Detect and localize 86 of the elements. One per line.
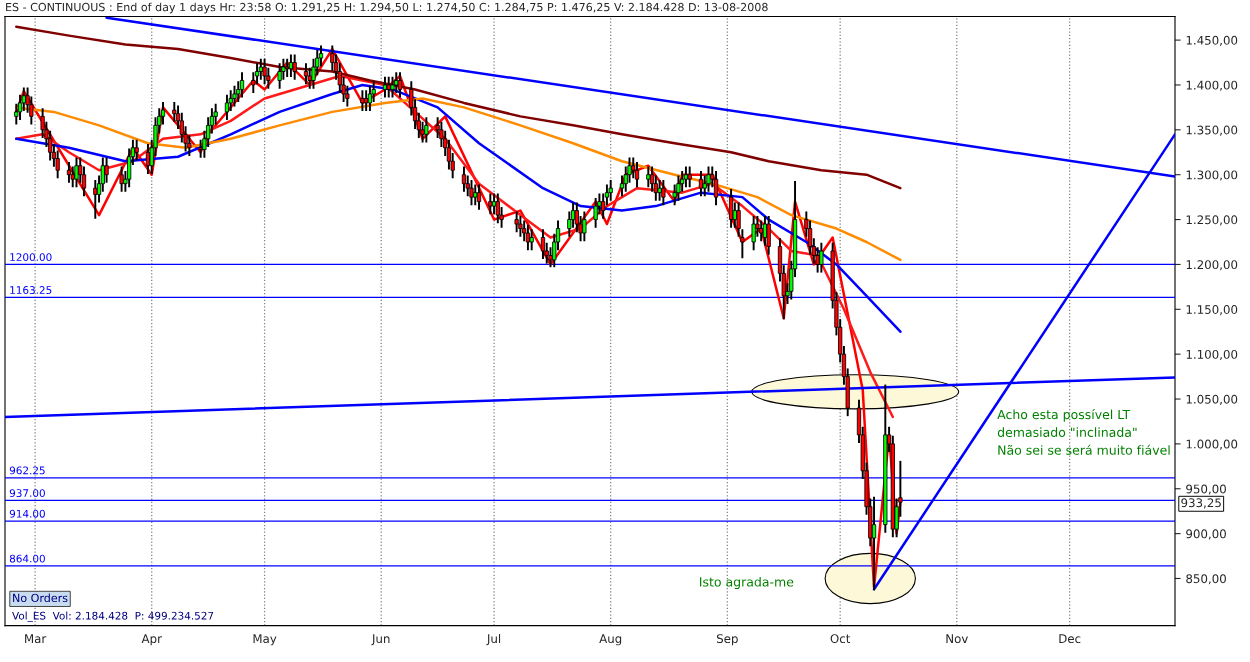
ref-line-label: 914.00 bbox=[9, 509, 45, 518]
candlestick bbox=[687, 166, 692, 188]
candlestick bbox=[285, 58, 290, 77]
candlestick bbox=[292, 54, 297, 80]
y-tick-label: 1.250,00 bbox=[1186, 215, 1238, 226]
ref-line-label: 864.00 bbox=[9, 554, 45, 563]
x-tick-label: Mar bbox=[25, 634, 47, 644]
candlestick bbox=[262, 58, 267, 85]
x-tick-label: Jul bbox=[486, 633, 501, 646]
candlestick bbox=[307, 67, 312, 89]
line-series bbox=[15, 25, 902, 190]
candlestick bbox=[134, 139, 139, 161]
x-tick-label: Sep bbox=[716, 634, 738, 646]
candlestick bbox=[518, 215, 523, 237]
y-tick-label: 1.300,00 bbox=[1186, 170, 1238, 181]
candlestick bbox=[367, 85, 373, 112]
candlestick bbox=[232, 85, 237, 107]
x-tick-label: Oct bbox=[830, 634, 851, 644]
x-tick-label: Nov bbox=[946, 634, 968, 644]
y-tick-label: 1.400,00 bbox=[1186, 80, 1238, 91]
candlestick bbox=[424, 117, 429, 143]
x-tick-label: May bbox=[253, 634, 277, 646]
y-tick-label: 1.450,00 bbox=[1186, 35, 1238, 46]
candlestick bbox=[608, 180, 613, 201]
candlestick bbox=[646, 166, 651, 188]
candlestick bbox=[258, 58, 263, 80]
candlestick bbox=[74, 157, 79, 188]
candlestick bbox=[239, 72, 245, 98]
candlestick bbox=[819, 242, 824, 273]
chart-title: ES - CONTINUOUS : End of day 1 days Hr: 23:58 O: 1.291,25 H: 1.294,50 L: 1.274,50 C: 1.284,75 P: 1.476,25 V: 2.184.428 D: 13-08-2008 bbox=[6, 2, 768, 14]
candlestick bbox=[303, 63, 309, 85]
ref-line-label: 1200.00 bbox=[10, 253, 52, 262]
candlestick bbox=[759, 220, 764, 242]
candlestick bbox=[476, 184, 482, 210]
candlestick bbox=[525, 224, 531, 251]
candlestick bbox=[514, 211, 519, 233]
candlestick bbox=[582, 211, 587, 242]
candlestick bbox=[119, 166, 124, 192]
candlestick bbox=[634, 162, 640, 188]
x-tick-label: Aug bbox=[599, 634, 622, 646]
candlestick bbox=[360, 90, 365, 112]
y-tick-label: 1.000,00 bbox=[1186, 439, 1238, 450]
x-tick-label: Jun bbox=[371, 634, 390, 646]
candlestick bbox=[397, 72, 403, 98]
annotation: Isto agrada-me bbox=[700, 576, 794, 590]
x-tick-label: Apr bbox=[141, 634, 162, 646]
annotation: Vol_ES Vol: 2.184.428 P: 499.234.527 bbox=[12, 611, 214, 622]
y-tick-label: 1.200,00 bbox=[1186, 260, 1238, 271]
candlestick bbox=[461, 166, 467, 192]
y-tick-label: 1.350,00 bbox=[1186, 125, 1238, 136]
candlestick bbox=[277, 63, 282, 89]
candlestick bbox=[495, 193, 500, 224]
y-tick-label: 1.050,00 bbox=[1186, 394, 1238, 405]
candlestick bbox=[540, 229, 546, 260]
candlestick bbox=[93, 180, 98, 219]
candlestick bbox=[104, 157, 109, 183]
candlestick bbox=[488, 193, 493, 215]
annotation: Acho esta possível LT demasiado "inclinada" Não sei se será muito fiável bbox=[997, 409, 1170, 455]
x-tick-label: Dec bbox=[1059, 634, 1081, 644]
candlestick bbox=[473, 184, 478, 206]
candlestick bbox=[70, 166, 75, 188]
text: 933,25 bbox=[1181, 498, 1221, 509]
annotation: No Orders bbox=[13, 593, 68, 603]
y-tick-label: 850,00 bbox=[1186, 574, 1226, 585]
candlestick bbox=[386, 76, 391, 98]
candlestick bbox=[676, 175, 681, 201]
candlestick bbox=[469, 180, 474, 206]
y-tick-label: 900,00 bbox=[1186, 529, 1226, 540]
candlestick bbox=[713, 171, 719, 206]
y-tick-label: 1.150,00 bbox=[1186, 305, 1238, 316]
y-tick-label: 950,00 bbox=[1186, 484, 1226, 495]
candlestick bbox=[529, 229, 534, 251]
candlestick bbox=[390, 76, 395, 98]
candlestick bbox=[394, 72, 399, 94]
y-tick-label: 1.100,00 bbox=[1186, 349, 1238, 361]
candlestick bbox=[751, 215, 756, 251]
candlestick bbox=[364, 90, 369, 112]
ref-line-label: 1163.25 bbox=[10, 286, 52, 294]
candlestick bbox=[766, 215, 771, 255]
ref-line-label: 937.00 bbox=[9, 489, 45, 498]
candlestick bbox=[657, 180, 662, 201]
candlestick bbox=[706, 166, 711, 192]
candlestick bbox=[224, 94, 230, 121]
candlestick bbox=[593, 197, 598, 228]
ref-line-label: 962.25 bbox=[9, 466, 45, 475]
candlestick bbox=[661, 180, 666, 206]
